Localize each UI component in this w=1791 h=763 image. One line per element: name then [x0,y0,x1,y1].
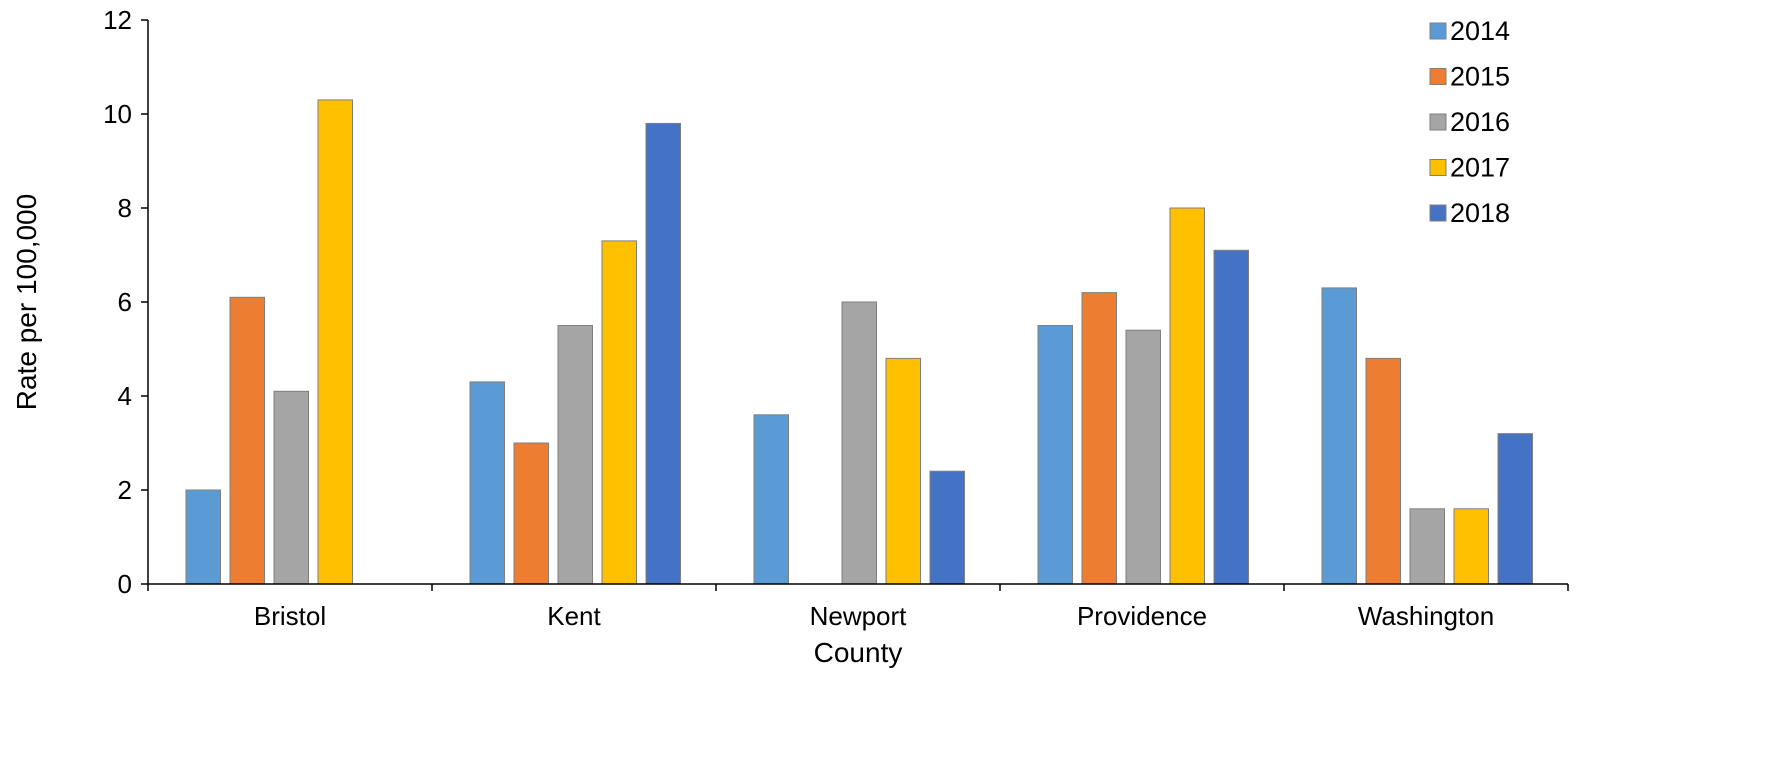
y-tick-label: 6 [118,287,132,317]
y-tick-label: 10 [103,99,132,129]
bars-group [185,99,1533,585]
legend-swatch-2017 [1429,159,1447,176]
y-tick-label: 0 [118,569,132,599]
legend-swatch-2016 [1429,113,1447,131]
legend-swatch-2014 [1429,22,1447,40]
y-tick-label: 8 [118,193,132,223]
x-category-label: Kent [547,601,601,631]
legend: 2014 2015 2016 2017 2018 [1429,16,1510,228]
bar-bristol-2014 [185,489,221,585]
y-axis-title: Rate per 100,000 [11,194,42,410]
bar-providence-2015 [1081,292,1117,585]
x-category-label: Providence [1077,601,1207,631]
y-ticks-group: 0 2 4 6 8 10 12 [103,5,148,599]
bar-washington-2017 [1453,508,1489,585]
x-category-label: Washington [1358,601,1494,631]
bar-kent-2014 [469,381,505,585]
x-category-label: Newport [810,601,908,631]
bar-kent-2018 [645,122,681,585]
legend-swatch-2015 [1429,68,1447,85]
bar-kent-2016 [557,325,593,585]
bar-bristol-2016 [273,390,309,585]
legend-label-2018: 2018 [1450,198,1510,228]
legend-swatch-2018 [1429,204,1447,222]
bar-bristol-2015 [229,296,265,585]
bar-washington-2016 [1409,508,1445,585]
legend-label-2015: 2015 [1450,62,1510,92]
y-tick-label: 4 [118,381,132,411]
y-tick-label: 12 [103,5,132,35]
bar-washington-2015 [1365,357,1401,585]
x-category-labels: Bristol Kent Newport Providence Washington [147,584,1569,631]
bar-washington-2014 [1321,287,1357,585]
y-tick-label: 2 [118,475,132,505]
bar-newport-2016 [841,301,877,585]
legend-label-2014: 2014 [1450,16,1510,46]
bar-kent-2015 [513,442,549,585]
x-category-label: Bristol [254,601,326,631]
legend-label-2017: 2017 [1450,153,1510,183]
bar-washington-2018 [1497,433,1533,585]
bar-newport-2017 [885,357,921,585]
legend-label-2016: 2016 [1450,107,1510,137]
x-axis-title: County [814,637,903,668]
bar-providence-2016 [1125,329,1161,585]
bar-bristol-2017 [317,99,353,585]
bar-newport-2018 [929,470,965,585]
bar-kent-2017 [601,240,637,585]
bar-providence-2018 [1213,249,1249,585]
bar-providence-2014 [1037,325,1073,585]
bar-providence-2017 [1169,207,1205,585]
bar-newport-2014 [753,414,789,585]
